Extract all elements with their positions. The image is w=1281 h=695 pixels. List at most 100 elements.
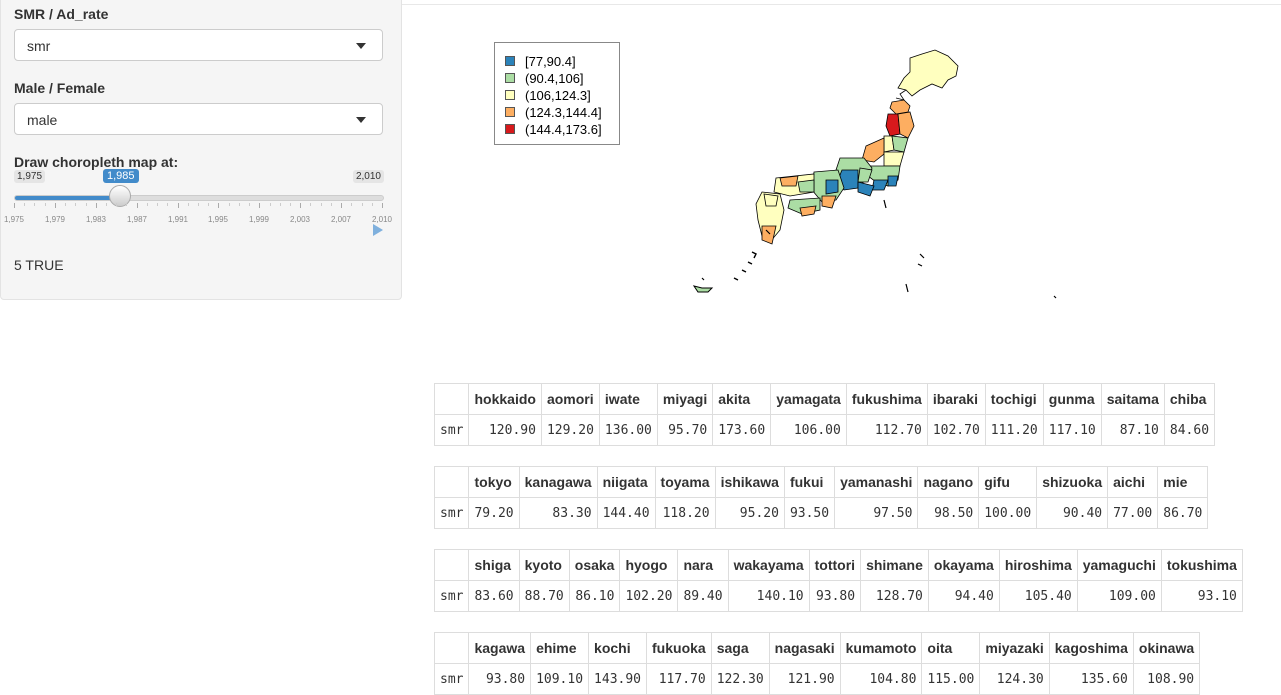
table-row: smr 120.90 129.20 136.00 95.70 173.60 106.00 11… — [433, 414, 1216, 446]
table-cell: 89.40 — [677, 580, 729, 612]
table-cell: 102.20 — [619, 580, 679, 612]
slider-minor-tick — [24, 203, 25, 206]
table-cell: 111.20 — [984, 414, 1044, 446]
slider-minor-tick — [45, 203, 46, 206]
table-corner-cell — [433, 549, 470, 581]
column-header: gifu — [978, 466, 1038, 498]
column-header: tottori — [808, 549, 862, 581]
sex-select[interactable]: male — [14, 103, 383, 135]
slider-minor-tick — [116, 203, 117, 206]
sidebar-panel: SMR / Ad_rate smr Male / Female male Dra… — [0, 0, 402, 300]
row-label: smr — [433, 663, 470, 695]
map-region-shizuoka — [857, 181, 875, 197]
column-header: hiroshima — [998, 549, 1078, 581]
slider-value-label: 1,985 — [103, 169, 139, 183]
slider-minor-tick — [86, 203, 87, 206]
column-header: aomori — [540, 383, 600, 415]
table-cell: 86.10 — [568, 580, 621, 612]
slider-major-tick — [259, 203, 260, 208]
map-region-niigata — [861, 137, 885, 163]
table-corner-cell — [433, 466, 470, 498]
slider-min-label: 1,975 — [14, 170, 46, 183]
map-region-nagano — [857, 167, 873, 183]
column-header: nagano — [917, 466, 980, 498]
column-header: saitama — [1100, 383, 1165, 415]
table-cell: 106.00 — [770, 414, 847, 446]
table-cell: 118.20 — [654, 497, 716, 529]
slider-major-tick — [300, 203, 301, 208]
year-slider[interactable]: 1,975 2,010 1,985 1,975 1,979 1,983 1,987 1,… — [4, 169, 392, 239]
legend-item: [77,90.4] — [505, 53, 576, 69]
slider-major-tick — [341, 203, 342, 208]
column-header: kochi — [588, 632, 648, 664]
column-header: tokyo — [468, 466, 520, 498]
sex-select-value: male — [27, 112, 58, 128]
table-corner-cell — [433, 383, 470, 415]
column-header: fukuoka — [646, 632, 712, 664]
column-header: kanagawa — [518, 466, 598, 498]
column-header: toyama — [654, 466, 716, 498]
smr-table-1: hokkaido aomori iwate miyagi akita yamagata fu… — [433, 383, 1216, 446]
table-corner-cell — [433, 632, 470, 664]
table-cell: 109.10 — [530, 663, 590, 695]
map-region-miyagi — [891, 135, 909, 153]
table-cell: 95.20 — [714, 497, 785, 529]
table-cell: 136.00 — [598, 414, 658, 446]
table-cell: 120.90 — [468, 414, 542, 446]
map-islands-misc — [701, 199, 1057, 299]
smr-select[interactable]: smr — [14, 29, 383, 61]
table-cell: 135.60 — [1048, 663, 1134, 695]
table-cell: 100.00 — [978, 497, 1038, 529]
slider-major-tick — [14, 203, 15, 208]
output-text: 5 TRUE — [14, 257, 64, 273]
slider-major-tick — [178, 203, 179, 208]
column-header: shimane — [860, 549, 929, 581]
table-header-row: tokyo kanagawa niigata toyama ishikawa fukui y… — [433, 466, 1209, 498]
column-header: ibaraki — [926, 383, 986, 415]
slider-tick-label: 1,987 — [126, 215, 148, 224]
map-region-fukuoka — [763, 193, 779, 207]
map-coast-hokkaido-west — [895, 89, 907, 101]
map-region-aomori — [889, 99, 911, 115]
slider-tick-label: 1,983 — [85, 215, 107, 224]
map-region-shimane — [779, 175, 799, 187]
slider-fill — [15, 196, 121, 200]
column-header: tokushima — [1160, 549, 1243, 581]
legend-label: (90.4,106] — [525, 70, 584, 86]
map-region-tokyo — [871, 179, 889, 191]
map-islands-okinawa — [692, 285, 714, 293]
legend-item: (90.4,106] — [505, 70, 584, 86]
sex-select-label: Male / Female — [14, 80, 106, 96]
slider-minor-tick — [270, 203, 271, 206]
column-header: yamanashi — [834, 466, 919, 498]
table-cell: 93.80 — [808, 580, 862, 612]
table-cell: 105.40 — [998, 580, 1078, 612]
legend-swatch — [505, 56, 515, 66]
play-icon[interactable] — [373, 224, 383, 236]
table-cell: 112.70 — [845, 414, 928, 446]
slider-tick-label: 1,991 — [167, 215, 189, 224]
column-header: kyoto — [518, 549, 570, 581]
slider-max-label: 2,010 — [352, 170, 384, 183]
column-header: shiga — [468, 549, 520, 581]
table-cell: 144.40 — [596, 497, 656, 529]
table-cell: 173.60 — [712, 414, 772, 446]
slider-track[interactable] — [14, 195, 384, 201]
legend-item: (144.4,173.6] — [505, 121, 602, 137]
row-label: smr — [433, 414, 470, 446]
table-cell: 86.70 — [1157, 497, 1209, 529]
top-divider — [0, 0, 1281, 5]
column-header: fukushima — [845, 383, 928, 415]
column-header: gunma — [1042, 383, 1102, 415]
chevron-down-icon — [356, 117, 366, 123]
slider-minor-tick — [198, 203, 199, 206]
slider-handle[interactable] — [109, 185, 131, 207]
table-header-row: kagawa ehime kochi fukuoka saga nagasaki kumam… — [433, 632, 1201, 664]
table-cell: 88.70 — [518, 580, 570, 612]
table-cell: 122.30 — [710, 663, 770, 695]
map-region-wakayama — [821, 195, 837, 209]
table-cell: 84.60 — [1163, 414, 1216, 446]
table-cell: 79.20 — [468, 497, 520, 529]
slider-minor-tick — [65, 203, 66, 206]
column-header: shizuoka — [1036, 466, 1109, 498]
